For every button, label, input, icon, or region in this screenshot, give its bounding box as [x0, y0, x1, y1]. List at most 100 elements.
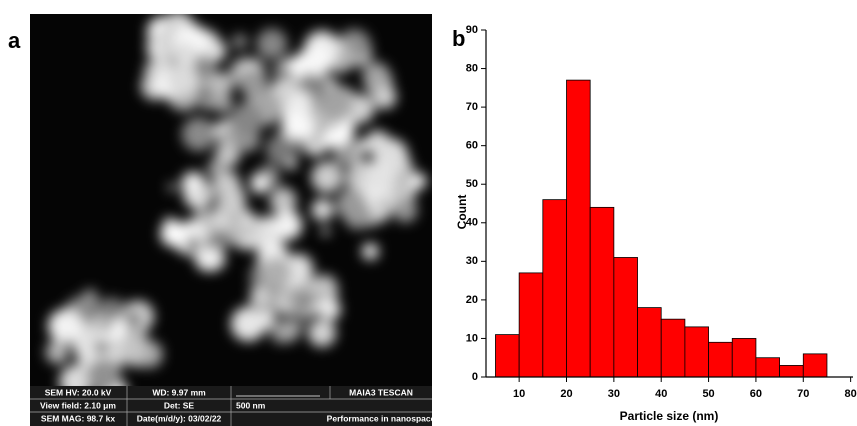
particle	[120, 334, 146, 361]
particle	[276, 291, 292, 306]
particle	[47, 309, 82, 343]
info-text: View field: 2.10 μm	[40, 400, 116, 410]
particle	[239, 68, 268, 97]
bar	[684, 326, 709, 378]
particle	[100, 297, 124, 321]
particle	[160, 220, 187, 247]
bar	[542, 199, 567, 378]
info-text: Performance in nanospace	[327, 413, 436, 423]
bar	[708, 341, 733, 378]
y-tick-label: 90	[466, 24, 478, 36]
particle	[299, 69, 329, 100]
x-tick-label: 40	[655, 388, 667, 400]
particle	[45, 340, 69, 364]
particle	[277, 319, 301, 342]
x-tick-label: 50	[702, 388, 714, 400]
particle	[259, 256, 292, 289]
info-text: MAIA3 TESCAN	[349, 387, 413, 397]
particle	[216, 183, 246, 214]
y-tick-label: 30	[466, 255, 478, 267]
particle	[167, 182, 177, 192]
particle	[272, 210, 303, 240]
particle	[311, 198, 334, 221]
particle	[311, 274, 338, 301]
bar	[802, 353, 828, 378]
panel-label: a	[8, 28, 21, 53]
x-tick-label: 30	[608, 388, 620, 400]
particle	[256, 309, 275, 328]
particle	[287, 160, 297, 170]
particle	[320, 299, 341, 320]
particle	[206, 160, 222, 176]
particle	[301, 45, 332, 76]
particle	[256, 28, 288, 60]
bar	[731, 338, 757, 378]
particle	[214, 141, 241, 168]
y-tick-label: 70	[466, 101, 478, 113]
info-text: WD: 9.97 mm	[152, 387, 206, 397]
particle	[344, 142, 359, 157]
particle	[181, 117, 216, 152]
particle	[311, 161, 343, 194]
particle	[147, 41, 162, 56]
particle	[336, 188, 369, 221]
particle	[271, 63, 284, 76]
particle	[393, 198, 418, 223]
particle	[82, 289, 98, 305]
bar	[589, 206, 615, 378]
particle	[191, 52, 201, 63]
particle	[334, 105, 344, 115]
particle	[230, 306, 266, 342]
sem-particles	[45, 14, 427, 386]
particle	[280, 105, 317, 141]
info-text: SEM MAG: 98.7 kx	[41, 413, 115, 423]
particle	[166, 63, 199, 97]
particle	[321, 227, 330, 236]
particle	[198, 186, 208, 196]
particle	[194, 245, 221, 272]
particle	[271, 76, 297, 103]
particle	[269, 187, 297, 215]
panel-label: b	[452, 26, 465, 51]
y-tick-label: 10	[466, 332, 478, 344]
particle	[109, 340, 119, 350]
x-tick-label: 80	[845, 388, 857, 400]
info-text: SEM HV: 20.0 kV	[45, 387, 112, 397]
particle	[249, 286, 272, 309]
particle	[282, 58, 296, 72]
x-tick-label: 10	[513, 388, 525, 400]
particle	[185, 236, 202, 253]
particle	[203, 39, 227, 63]
info-bar-grid	[30, 386, 432, 426]
particle	[318, 87, 353, 122]
bar	[779, 365, 804, 378]
x-axis-label: Particle size (nm)	[620, 409, 719, 423]
particle	[379, 199, 388, 209]
info-text: 500 nm	[236, 400, 266, 410]
particle	[230, 103, 264, 137]
particle	[362, 62, 390, 90]
particle	[265, 133, 300, 167]
particle	[213, 94, 233, 114]
particle	[123, 309, 144, 330]
y-tick-label: 40	[466, 217, 478, 229]
particle	[231, 33, 248, 50]
info-text: Date(m/d/y): 03/02/22	[137, 413, 222, 423]
y-axis-label: Count	[455, 195, 469, 230]
y-tick-label: 20	[466, 294, 478, 306]
y-tick-label: 0	[472, 371, 478, 383]
y-tick-label: 80	[466, 62, 478, 74]
particle	[361, 243, 379, 260]
particle	[200, 96, 215, 110]
bar	[518, 272, 544, 378]
particle	[94, 339, 109, 354]
particle	[365, 158, 397, 190]
bar	[566, 79, 591, 378]
x-tick-label: 60	[750, 388, 762, 400]
bar	[637, 307, 662, 378]
particle	[195, 209, 211, 225]
particle	[287, 91, 312, 115]
particle	[251, 177, 269, 194]
y-tick-label: 60	[466, 140, 478, 152]
